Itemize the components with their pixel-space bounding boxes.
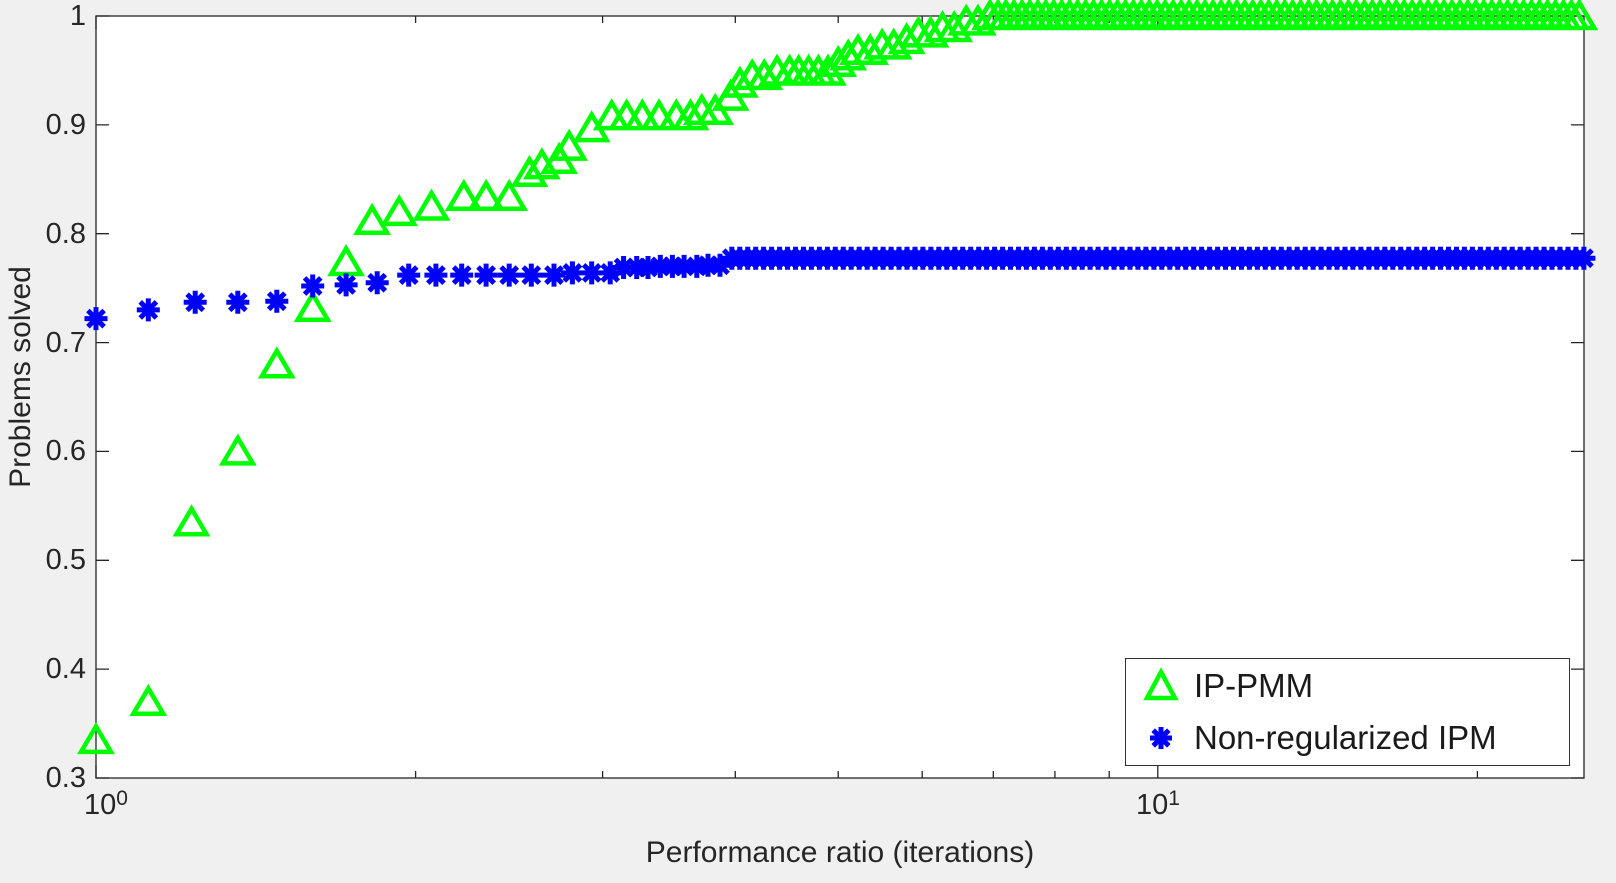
x-tick-base: 10	[1136, 789, 1169, 821]
y-tick-label-0.5: 0.5	[45, 544, 86, 576]
x-tick-exponent: 0	[116, 787, 128, 810]
triangle-marker-icon	[1143, 666, 1179, 700]
legend: IP-PMM Non-regularized IPM	[1125, 658, 1570, 766]
legend-entry-non-regularized-ipm: Non-regularized IPM	[1126, 712, 1569, 764]
y-tick-label-1.0: 1	[69, 0, 86, 32]
legend-entry-ip-pmm: IP-PMM	[1126, 660, 1569, 712]
y-tick-label-0.4: 0.4	[45, 653, 86, 685]
x-tick-base: 10	[84, 789, 117, 821]
x-axis-label: Performance ratio (iterations)	[645, 836, 1035, 869]
y-tick-label-0.8: 0.8	[45, 218, 86, 250]
legend-label-ip-pmm: IP-PMM	[1194, 666, 1314, 704]
x-tick-exponent: 1	[1168, 787, 1180, 810]
legend-label-non-regularized-ipm: Non-regularized IPM	[1194, 719, 1497, 757]
y-tick-label-0.3: 0.3	[45, 762, 86, 794]
x-tick-label-10: 101	[1113, 788, 1203, 822]
y-tick-label-0.9: 0.9	[45, 109, 86, 141]
x-tick-label-1: 100	[61, 788, 151, 822]
asterisk-marker-icon	[1150, 727, 1172, 750]
y-axis-label: Problems solved	[4, 266, 37, 488]
y-tick-label-0.7: 0.7	[45, 327, 86, 359]
y-tick-label-0.6: 0.6	[45, 435, 86, 467]
